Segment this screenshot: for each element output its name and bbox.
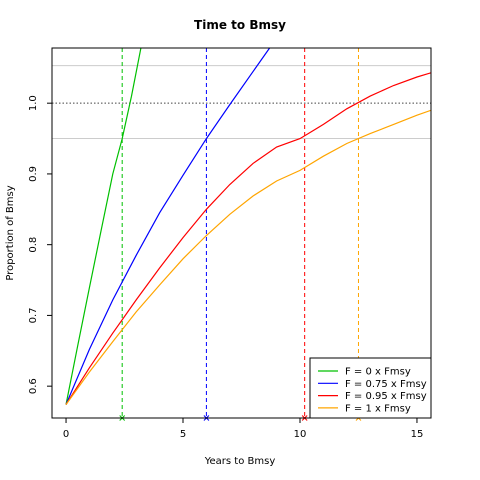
plot-border: [51, 47, 432, 419]
x-tick-label-1: 5: [180, 429, 186, 440]
y-tick-label-4: 1.0: [28, 95, 39, 111]
y-tick-label-3: 0.9: [28, 166, 39, 182]
series-line-3: [65, 109, 431, 405]
legend-label-1: F = 0.75 x Fmsy: [345, 379, 427, 390]
legend-label-2: F = 0.95 x Fmsy: [345, 391, 427, 402]
y-axis-label: Proportion of Bmsy: [5, 185, 16, 280]
series-line-1: [65, 48, 271, 405]
axes: 0 5 10 15 0.6 0.7 0.8 0.9 1.0: [28, 47, 432, 440]
chart-title: Time to Bmsy: [194, 18, 286, 32]
series-line-0: [65, 48, 142, 405]
x-tick-label-0: 0: [63, 429, 69, 440]
x-tick-label-2: 10: [294, 429, 307, 440]
x-axis-label: Years to Bmsy: [204, 456, 276, 467]
y-tick-label-1: 0.7: [28, 307, 39, 323]
x-tick-label-3: 15: [411, 429, 424, 440]
series-line-2: [65, 72, 431, 405]
plot-area: [52, 48, 431, 421]
y-tick-label-2: 0.8: [28, 237, 39, 253]
plot-content: [52, 48, 431, 418]
legend-label-0: F = 0 x Fmsy: [345, 367, 411, 378]
y-tick-label-0: 0.6: [28, 378, 39, 394]
legend-label-3: F = 1 x Fmsy: [345, 403, 411, 414]
